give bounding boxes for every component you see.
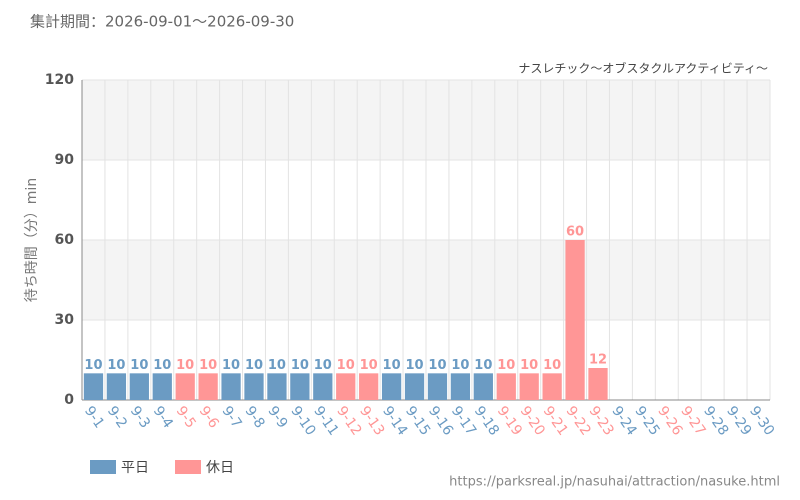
x-tick-label: 9-19 <box>494 403 525 438</box>
bar <box>427 373 448 400</box>
bar <box>83 373 104 400</box>
y-tick-label: 90 <box>55 152 75 168</box>
value-label: 10 <box>360 358 378 373</box>
x-tick-label: 9-28 <box>700 403 731 438</box>
bar <box>175 373 195 400</box>
bar <box>542 373 562 400</box>
value-label: 10 <box>268 358 286 373</box>
value-label: 10 <box>383 358 401 373</box>
bar <box>313 373 333 400</box>
bar <box>267 373 287 400</box>
x-tick-label: 9-5 <box>173 403 199 431</box>
chart-title: 集計期間：2026-09-01～2026-09-30 <box>30 13 294 31</box>
value-label: 10 <box>405 358 423 373</box>
bar <box>588 368 608 400</box>
legend-swatch <box>90 460 116 474</box>
x-tick-label: 9-20 <box>517 403 548 438</box>
value-label: 10 <box>543 358 561 373</box>
value-label: 10 <box>474 358 492 373</box>
y-axis-label: 待ち時間（分）min <box>24 178 40 302</box>
x-tick-label: 9-12 <box>333 403 364 438</box>
x-tick-label: 9-10 <box>287 403 318 438</box>
value-label: 10 <box>107 358 125 373</box>
bar <box>496 373 516 400</box>
x-tick-label: 9-22 <box>563 403 594 438</box>
y-tick-label: 30 <box>55 312 75 328</box>
x-tick-label: 9-6 <box>196 403 222 431</box>
value-label: 10 <box>428 358 446 373</box>
value-label: 10 <box>245 358 263 373</box>
bar <box>473 373 493 400</box>
bar <box>450 373 471 400</box>
value-label: 10 <box>291 358 309 373</box>
y-tick-label: 60 <box>55 232 75 248</box>
x-tick-label: 9-27 <box>677 403 708 438</box>
y-tick-label: 120 <box>45 72 74 88</box>
x-tick-label: 9-16 <box>425 403 456 438</box>
x-tick-label: 9-25 <box>631 403 662 438</box>
bar <box>290 373 310 400</box>
legend-swatch <box>175 460 201 474</box>
x-tick-label: 9-30 <box>746 403 777 438</box>
x-tick-label: 9-11 <box>310 403 341 438</box>
bar <box>221 373 241 400</box>
x-tick-label: 9-21 <box>540 403 571 438</box>
bar <box>152 373 172 400</box>
legend-label: 平日 <box>121 460 149 476</box>
value-label: 10 <box>520 358 538 373</box>
x-tick-label: 9-2 <box>104 403 130 431</box>
bar <box>336 373 356 400</box>
x-tick-label: 9-9 <box>264 403 290 431</box>
value-label: 60 <box>566 225 584 240</box>
bar <box>381 373 402 400</box>
x-tick-label: 9-26 <box>654 403 685 438</box>
bar <box>129 373 149 400</box>
x-tick-label: 9-17 <box>448 403 479 438</box>
value-label: 10 <box>199 358 217 373</box>
value-label: 10 <box>497 358 515 373</box>
source-url: https://parksreal.jp/nasuhai/attraction/… <box>449 475 780 490</box>
value-label: 10 <box>130 358 148 373</box>
bar <box>106 373 127 400</box>
value-label: 12 <box>589 353 607 368</box>
x-tick-label: 9-13 <box>356 403 387 438</box>
x-tick-label: 9-8 <box>241 403 267 431</box>
value-label: 10 <box>222 358 240 373</box>
bar <box>565 240 585 400</box>
bar <box>404 373 425 400</box>
x-tick-label: 9-3 <box>127 403 153 431</box>
value-label: 10 <box>314 358 332 373</box>
bar <box>519 373 539 400</box>
x-tick-label: 9-7 <box>219 403 245 431</box>
x-tick-label: 9-29 <box>723 403 754 438</box>
value-label: 10 <box>337 358 355 373</box>
value-label: 10 <box>84 358 102 373</box>
value-label: 10 <box>451 358 469 373</box>
x-tick-label: 9-4 <box>150 403 176 431</box>
x-tick-label: 9-18 <box>471 403 502 438</box>
bar <box>244 373 264 400</box>
x-tick-label: 9-23 <box>585 403 616 438</box>
x-tick-label: 9-15 <box>402 403 433 438</box>
y-tick-label: 0 <box>64 392 74 408</box>
value-label: 10 <box>176 358 194 373</box>
value-label: 10 <box>153 358 171 373</box>
chart-subtitle: ナスレチック～オブスタクルアクティビティ～ <box>518 61 768 76</box>
x-tick-label: 9-14 <box>379 403 410 438</box>
bar <box>198 373 218 400</box>
bar <box>359 373 379 400</box>
x-tick-label: 9-1 <box>81 403 107 431</box>
x-tick-label: 9-24 <box>608 403 639 438</box>
legend-label: 休日 <box>206 460 234 476</box>
